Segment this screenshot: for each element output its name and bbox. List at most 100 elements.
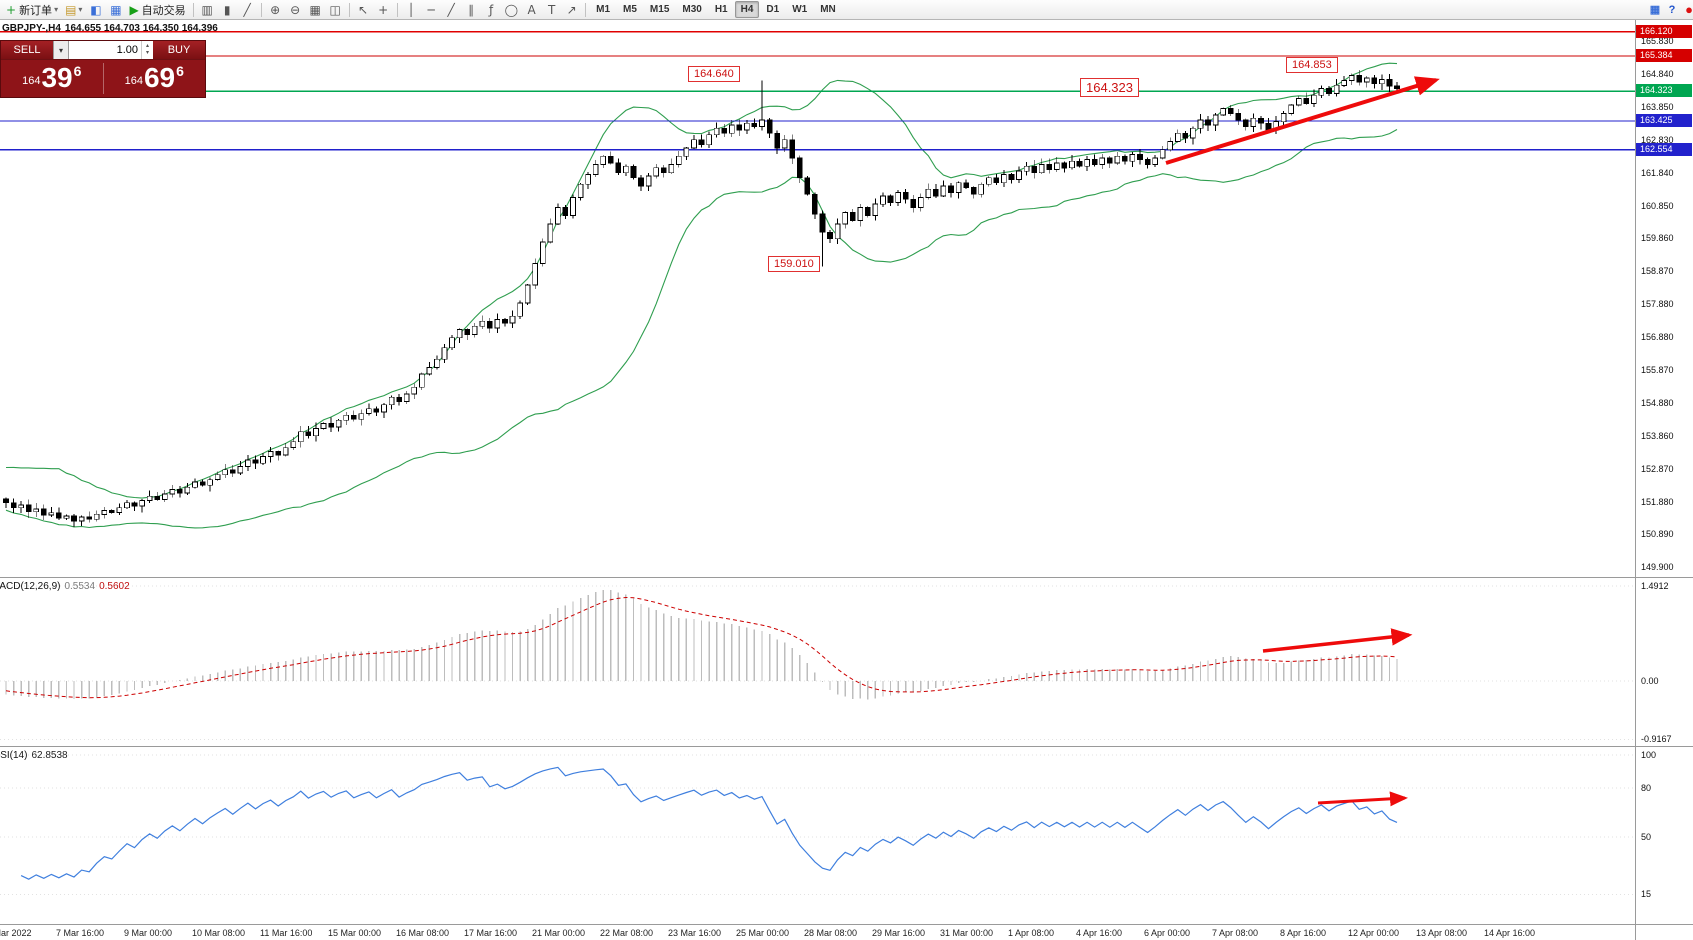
crosshair-button[interactable]: + [374, 1, 393, 19]
rsi-line [20, 766, 1398, 880]
pane-splitter[interactable] [0, 746, 1693, 747]
ask-pipette: 6 [176, 63, 184, 79]
time-axis-label: 1 Apr 08:00 [1008, 928, 1055, 938]
trend-arrow[interactable] [1165, 76, 1440, 165]
toolbar-separator [192, 2, 194, 17]
volume-value: 1.00 [116, 44, 138, 56]
price-axis-label: 161.840 [1641, 168, 1674, 179]
time-axis-label: 28 Mar 08:00 [804, 928, 858, 938]
toolbar: + 新订单 ▾ ▤ ▾ ◧ ▦ ▶ 自动交易 ▥ ▮ ╱ ⊕ ⊖ ▦ ◫ ↖ + │ ─ ╱ ∥ ƒ ◯ A T ↗ M1 M5 M15 M… [0, 0, 1693, 20]
price-axis-label: 155.870 [1641, 365, 1674, 376]
auto-trading-button[interactable]: ▶ 自动交易 [126, 1, 188, 19]
price-axis-border [1635, 20, 1636, 940]
pane-splitter[interactable] [0, 577, 1693, 578]
tile-windows-button[interactable]: ▦ [306, 1, 325, 19]
vertical-line-button[interactable]: │ [402, 1, 421, 19]
time-axis-label: 31 Mar 00:00 [940, 928, 994, 938]
text-button[interactable]: A [522, 1, 541, 19]
zoom-out-button[interactable]: ⊖ [286, 1, 305, 19]
ask-price[interactable]: 164 69 6 [104, 60, 206, 97]
channel-button[interactable]: ∥ [462, 1, 481, 19]
rsi-axis-label: 80 [1641, 782, 1652, 793]
timeframe-m30-button[interactable]: M30 [682, 4, 702, 15]
time-axis-label: 17 Mar 16:00 [464, 928, 518, 938]
timeframe-m5-button[interactable]: M5 [623, 4, 637, 15]
timeframe-h4-button[interactable]: H4 [734, 1, 760, 18]
price-axis-label: 153.860 [1641, 431, 1674, 442]
macd-signal-value: 0.5602 [99, 581, 130, 592]
cursor-icon: ↖ [358, 2, 369, 17]
toolbar-separator [260, 2, 262, 17]
rsi-axis-label: 50 [1641, 832, 1652, 842]
candlestick-chart-button[interactable]: ▮ [218, 1, 237, 19]
macd-trend-arrow[interactable] [1262, 628, 1413, 653]
market-watch-icon: ▦ [110, 2, 122, 17]
horizontal-level-lines[interactable] [0, 31, 1635, 151]
whats-new-button[interactable]: ▦ [1649, 4, 1661, 16]
price-axis-label: 158.870 [1641, 266, 1674, 277]
price-axis-label: 154.880 [1641, 397, 1674, 408]
macd-indicator-panel [0, 585, 1635, 740]
time-axis-label: 8 Apr 16:00 [1280, 928, 1327, 938]
time-axis-label: 4 Apr 16:00 [1076, 928, 1123, 938]
ask-int: 164 [124, 75, 143, 87]
new-window-button[interactable]: ◫ [326, 1, 345, 19]
zoom-in-button[interactable]: ⊕ [266, 1, 285, 19]
order-type-dropdown[interactable]: ▾ [53, 41, 69, 59]
rsi-indicator-panel [0, 754, 1635, 895]
timeframe-m1-button[interactable]: M1 [596, 4, 611, 15]
text-label-button[interactable]: T [542, 1, 561, 19]
volume-input[interactable]: 1.00 ▴ ▾ [69, 41, 153, 59]
toolbar-separator [585, 2, 587, 17]
rsi-trend-arrow[interactable] [1317, 791, 1408, 807]
ohlc-values: 164.655 164.703 164.350 164.396 [64, 23, 218, 34]
ask-big-digits: 69 [143, 62, 176, 93]
timeframe-mn-button[interactable]: MN [820, 4, 836, 15]
help-button[interactable]: ? [1668, 3, 1676, 16]
timeframe-d1-button[interactable]: D1 [766, 4, 780, 15]
bar-chart-button[interactable]: ▥ [198, 1, 217, 19]
candlestick-series [3, 70, 1400, 527]
bid-price[interactable]: 164 39 6 [1, 60, 103, 97]
line-chart-button[interactable]: ╱ [238, 1, 257, 19]
horizontal-line-button[interactable]: ─ [422, 1, 441, 19]
price-divider [102, 63, 104, 94]
open-chart-button[interactable]: ▤ ▾ [62, 1, 85, 19]
timeframe-m15-button[interactable]: M15 [649, 4, 670, 15]
shapes-icon: ◯ [504, 2, 519, 17]
text-icon: A [527, 2, 536, 17]
price-axis-label: 162.830 [1641, 135, 1674, 146]
arrow-object-icon: ↗ [566, 2, 577, 17]
cursor-button[interactable]: ↖ [354, 1, 373, 19]
zoom-in-icon: ⊕ [270, 2, 281, 17]
fibonacci-button[interactable]: ƒ [482, 1, 501, 19]
profiles-button[interactable]: ◧ [86, 1, 105, 19]
time-axis-label: 4 Mar 2022 [0, 928, 32, 938]
shapes-button[interactable]: ◯ [502, 1, 521, 19]
market-watch-button[interactable]: ▦ [106, 1, 125, 19]
symbol-period-label: GBPJPY-,H4 [2, 23, 61, 34]
timeframe-w1-button[interactable]: W1 [792, 4, 808, 15]
vertical-line-icon: │ [407, 2, 415, 17]
auto-trading-icon: ▶ [129, 2, 139, 17]
bollinger-lower-band [5, 129, 1398, 529]
rsi-value: 62.8538 [31, 750, 68, 761]
profiles-icon: ◧ [90, 2, 102, 17]
new-order-button[interactable]: + 新订单 ▾ [3, 1, 61, 19]
timeframe-h1-button[interactable]: H1 [714, 4, 728, 15]
trendline-button[interactable]: ╱ [442, 1, 461, 19]
toolbar-separator [396, 2, 398, 17]
volume-stepper[interactable]: ▴ ▾ [141, 41, 153, 59]
sell-button[interactable]: SELL [1, 41, 53, 59]
macd-histogram [5, 589, 1398, 700]
one-click-trade-panel: SELL ▾ 1.00 ▴ ▾ BUY 164 39 6 164 [0, 40, 206, 98]
price-axis-label: 156.880 [1641, 331, 1674, 342]
buy-button[interactable]: BUY [153, 41, 205, 59]
notification-badge[interactable]: ● [1685, 2, 1693, 17]
time-axis-label: 29 Mar 16:00 [872, 928, 926, 938]
pane-splitter[interactable] [0, 924, 1693, 925]
rsi-axis-label: 100 [1641, 750, 1657, 760]
bid-pipette: 6 [73, 63, 82, 79]
arrow-object-button[interactable]: ↗ [562, 1, 581, 19]
